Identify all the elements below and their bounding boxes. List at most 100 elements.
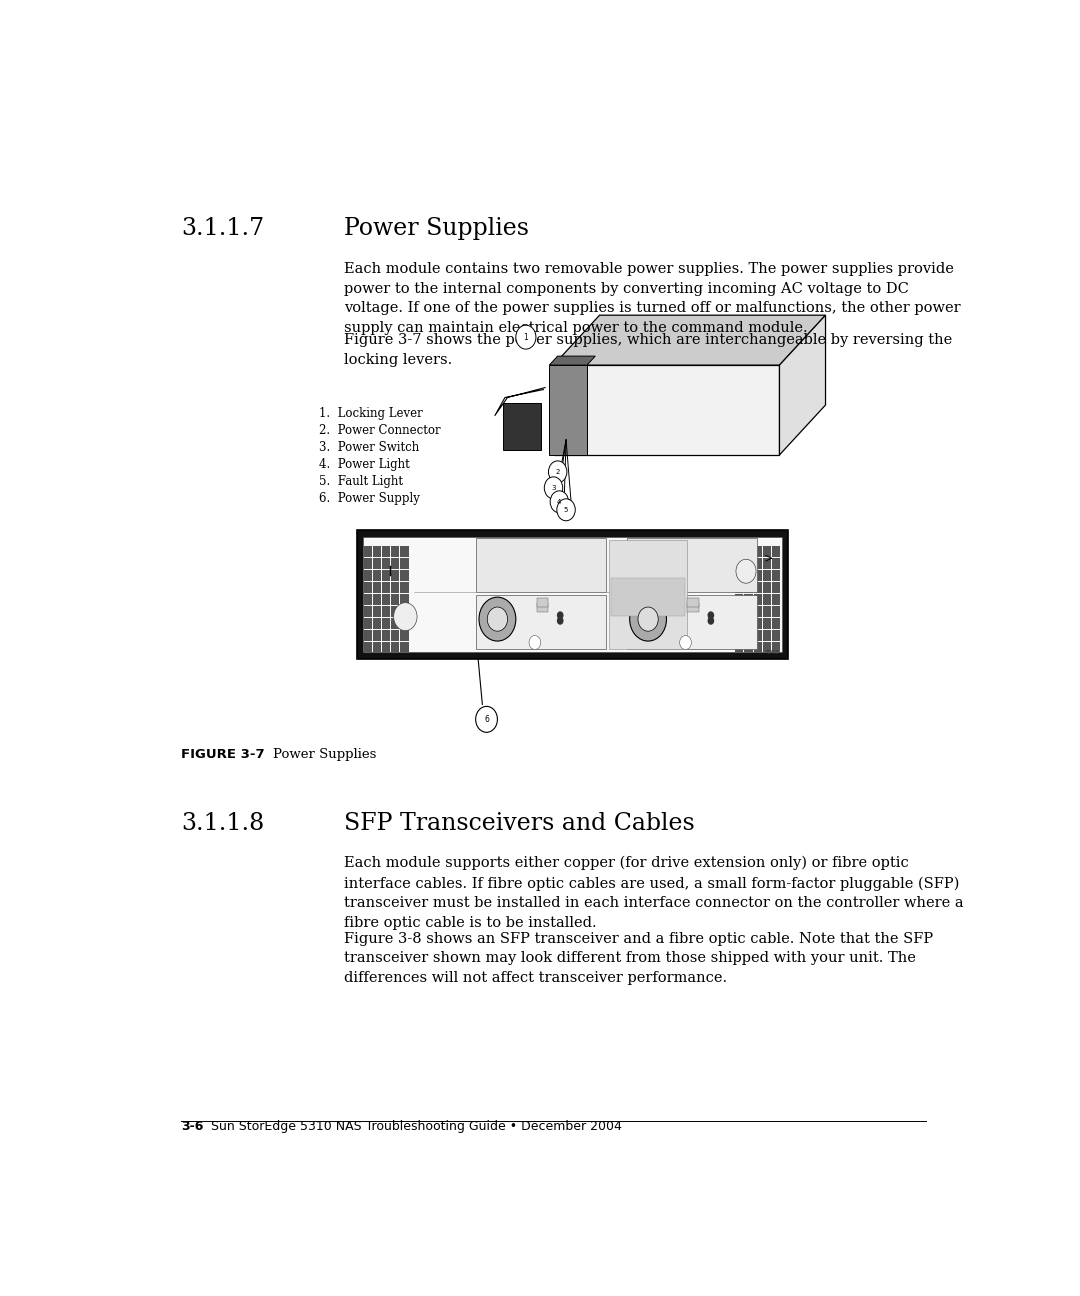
Bar — [401, 570, 408, 581]
Bar — [476, 595, 606, 649]
Circle shape — [549, 461, 567, 483]
Bar — [537, 597, 549, 607]
Bar — [744, 630, 753, 640]
Bar — [744, 642, 753, 652]
Bar — [391, 618, 400, 629]
Text: 5: 5 — [564, 507, 568, 513]
Bar — [772, 618, 781, 629]
Bar — [754, 582, 761, 592]
Circle shape — [516, 325, 536, 349]
Bar — [772, 594, 781, 604]
Bar — [744, 570, 753, 581]
Bar — [391, 642, 400, 652]
Circle shape — [638, 607, 658, 631]
Text: Power Supplies: Power Supplies — [345, 218, 529, 240]
Circle shape — [529, 635, 541, 649]
Bar — [391, 594, 400, 604]
Bar — [401, 618, 408, 629]
Bar — [537, 603, 549, 612]
Polygon shape — [550, 356, 595, 365]
Bar — [382, 605, 390, 617]
Text: 4.  Power Light: 4. Power Light — [320, 457, 410, 470]
Polygon shape — [503, 403, 541, 450]
Bar — [735, 570, 743, 581]
Bar — [772, 605, 781, 617]
Bar — [744, 594, 753, 604]
Polygon shape — [550, 365, 588, 455]
Circle shape — [735, 560, 756, 583]
Bar — [762, 605, 771, 617]
Bar — [391, 582, 400, 592]
Bar — [735, 642, 743, 652]
Bar — [754, 630, 761, 640]
Text: 1: 1 — [524, 333, 528, 342]
Text: 4: 4 — [557, 499, 562, 505]
Bar — [762, 630, 771, 640]
Circle shape — [630, 597, 666, 642]
Bar — [401, 582, 408, 592]
Bar — [401, 642, 408, 652]
Bar — [762, 594, 771, 604]
Bar — [772, 582, 781, 592]
Bar — [476, 538, 606, 592]
Bar — [401, 605, 408, 617]
Bar — [772, 546, 781, 557]
Text: Figure 3-7 shows the power supplies, which are interchangeable by reversing the
: Figure 3-7 shows the power supplies, whi… — [345, 333, 953, 367]
Text: 6: 6 — [484, 715, 489, 724]
Text: Each module supports either copper (for drive extension only) or fibre optic
int: Each module supports either copper (for … — [345, 857, 963, 929]
Bar — [364, 642, 372, 652]
Bar — [735, 630, 743, 640]
Bar — [364, 630, 372, 640]
Bar — [401, 546, 408, 557]
Bar — [688, 597, 699, 607]
Circle shape — [544, 477, 563, 499]
Bar — [744, 605, 753, 617]
Text: 6.  Power Supply: 6. Power Supply — [320, 491, 420, 505]
Bar — [762, 642, 771, 652]
Bar — [373, 546, 381, 557]
Bar — [772, 630, 781, 640]
Circle shape — [393, 603, 417, 631]
Bar — [373, 582, 381, 592]
Bar — [754, 570, 761, 581]
Bar — [382, 557, 390, 569]
Bar — [772, 642, 781, 652]
Bar — [373, 618, 381, 629]
Bar — [363, 537, 782, 652]
Bar — [762, 557, 771, 569]
Bar — [373, 594, 381, 604]
Bar — [762, 546, 771, 557]
Text: SFP Transceivers and Cables: SFP Transceivers and Cables — [345, 813, 696, 835]
Bar — [611, 578, 685, 617]
Bar — [364, 570, 372, 581]
Bar — [382, 582, 390, 592]
Bar — [754, 557, 761, 569]
Text: Figure 3-8 shows an SFP transceiver and a fibre optic cable. Note that the SFP
t: Figure 3-8 shows an SFP transceiver and … — [345, 932, 933, 985]
Circle shape — [480, 597, 516, 642]
Bar — [754, 618, 761, 629]
Bar — [382, 630, 390, 640]
Text: 2.  Power Connector: 2. Power Connector — [320, 424, 441, 437]
Text: 2: 2 — [555, 469, 559, 474]
Bar — [772, 570, 781, 581]
Bar — [391, 605, 400, 617]
Bar — [382, 594, 390, 604]
Text: Each module contains two removable power supplies. The power supplies provide
po: Each module contains two removable power… — [345, 262, 961, 334]
Bar — [382, 570, 390, 581]
Polygon shape — [780, 315, 825, 455]
Bar — [391, 630, 400, 640]
Text: 3: 3 — [551, 485, 556, 491]
Text: 75N3: 75N3 — [765, 651, 780, 656]
Circle shape — [707, 612, 714, 619]
Bar — [382, 618, 390, 629]
Bar — [364, 594, 372, 604]
Text: 3.1.1.7: 3.1.1.7 — [181, 218, 265, 240]
Bar — [391, 570, 400, 581]
Bar — [754, 605, 761, 617]
Bar — [627, 595, 757, 649]
Bar — [744, 618, 753, 629]
Bar — [356, 530, 788, 660]
Circle shape — [557, 617, 564, 625]
Bar — [373, 570, 381, 581]
Text: 1.  Locking Lever: 1. Locking Lever — [320, 407, 423, 420]
